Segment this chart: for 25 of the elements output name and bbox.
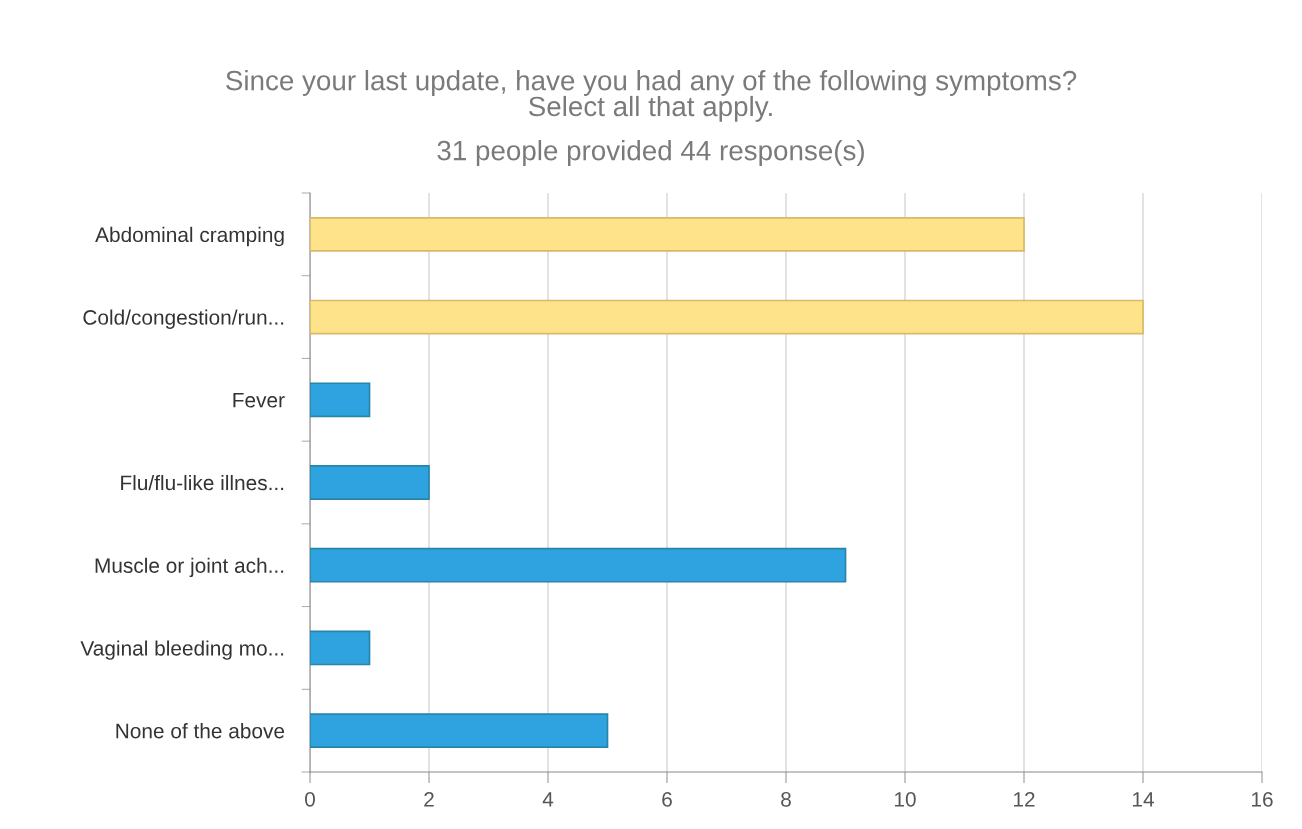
y-tick-label: Cold/congestion/run... (83, 309, 284, 329)
bar (310, 216, 1025, 252)
bar (310, 382, 371, 418)
y-tick-label: Abdominal cramping (95, 226, 284, 247)
y-tick-label: Vaginal bleeding mo... (80, 640, 284, 660)
x-tick-label: 4 (542, 792, 554, 807)
y-tick-label: Muscle or joint ach... (95, 557, 284, 578)
y-tick-label: Flu/flu-like illnes... (121, 474, 284, 491)
x-tick-label: 16 (1252, 791, 1273, 807)
bar (310, 465, 430, 500)
bar (310, 547, 847, 583)
x-tick-label: 6 (662, 791, 672, 807)
x-tick-label: 10 (895, 791, 916, 807)
y-tick-label: None of the above (116, 723, 285, 739)
x-tick-label: 0 (305, 791, 315, 807)
chart-subtitle: 31 people provided 44 response(s) (437, 140, 864, 166)
x-tick-label: 14 (1133, 792, 1154, 807)
bar (310, 299, 1144, 335)
x-tick-label: 12 (1014, 791, 1035, 807)
y-tick-label: Fever (233, 393, 285, 408)
x-tick-label: 2 (424, 791, 434, 807)
bar (310, 713, 609, 749)
x-tick-label: 8 (781, 791, 791, 807)
chart-title: Since your last update, have you had any of the following symptoms? Select all that apply. (226, 70, 1077, 122)
bar (310, 630, 371, 666)
